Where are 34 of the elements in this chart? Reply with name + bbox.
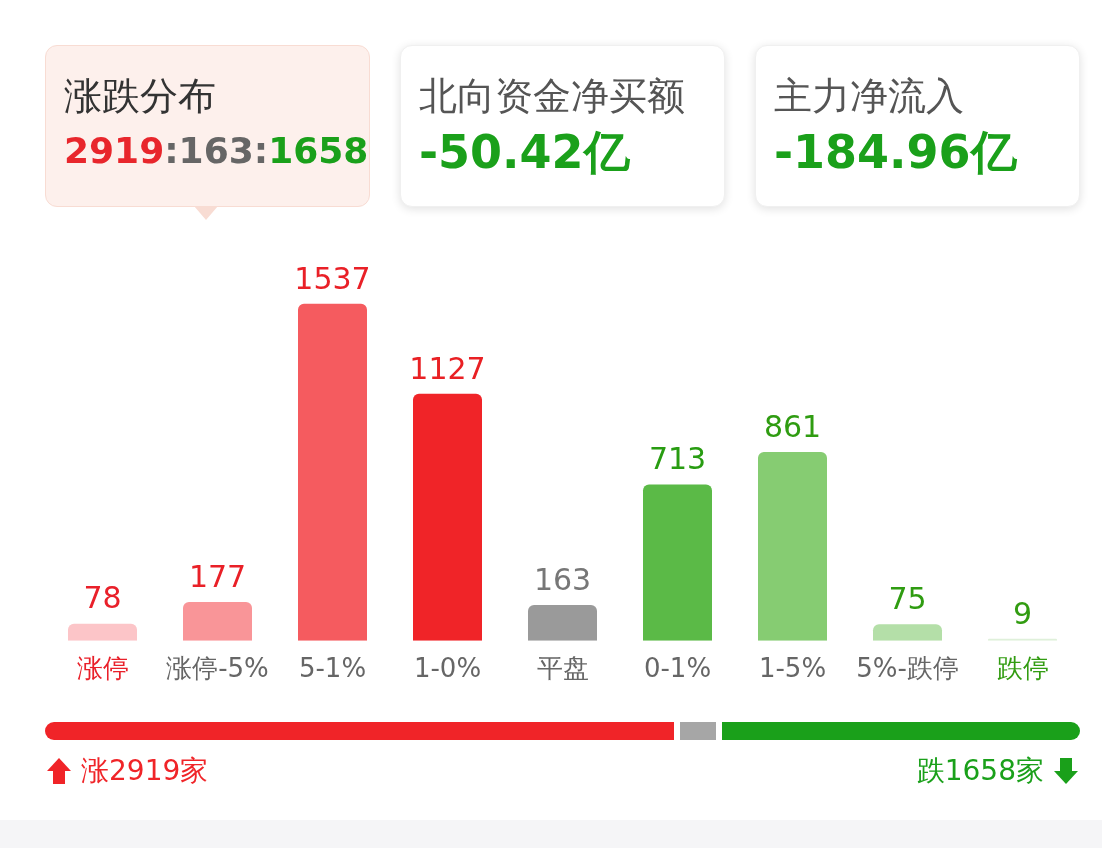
x-tick-label: 1-5% <box>758 653 827 684</box>
bar <box>298 303 367 641</box>
text: 主力净流入 <box>774 73 965 120</box>
x-tick-label: 0-1% <box>643 653 712 684</box>
bar <box>68 623 137 641</box>
text: 2919:163:1658 <box>64 130 369 171</box>
x-tick-label: 平盘 <box>536 653 589 684</box>
x-tick-label: 5%-跌停 <box>856 653 959 684</box>
data-label: 78 <box>83 580 122 616</box>
data-label: 861 <box>763 408 822 444</box>
x-tick-label: 5-1% <box>298 653 367 684</box>
data-label: 9 <box>1012 595 1033 631</box>
x-tick-label: 跌停 <box>996 653 1049 684</box>
bar <box>643 484 712 641</box>
data-label: 75 <box>888 581 927 617</box>
text: 北向资金净买额 <box>419 73 686 120</box>
data-label: 713 <box>648 441 707 477</box>
text: 涨2919家 <box>81 753 209 789</box>
data-label: 1537 <box>294 260 371 296</box>
text: 跌1658家 <box>916 753 1044 789</box>
bar <box>873 624 942 641</box>
bar <box>758 452 827 641</box>
x-tick-label: 涨停 <box>76 653 129 684</box>
bar <box>413 393 482 641</box>
x-tick-label: 涨停-5% <box>166 653 269 684</box>
data-label: 1127 <box>409 350 486 386</box>
data-label: 177 <box>188 558 247 594</box>
x-tick-label: 1-0% <box>413 653 482 684</box>
data-label: 163 <box>533 561 592 597</box>
bar <box>528 605 597 641</box>
bar <box>183 601 252 641</box>
text: -50.42亿 <box>419 124 631 181</box>
text: 涨跌分布 <box>64 73 217 120</box>
text: -184.96亿 <box>774 124 1018 181</box>
